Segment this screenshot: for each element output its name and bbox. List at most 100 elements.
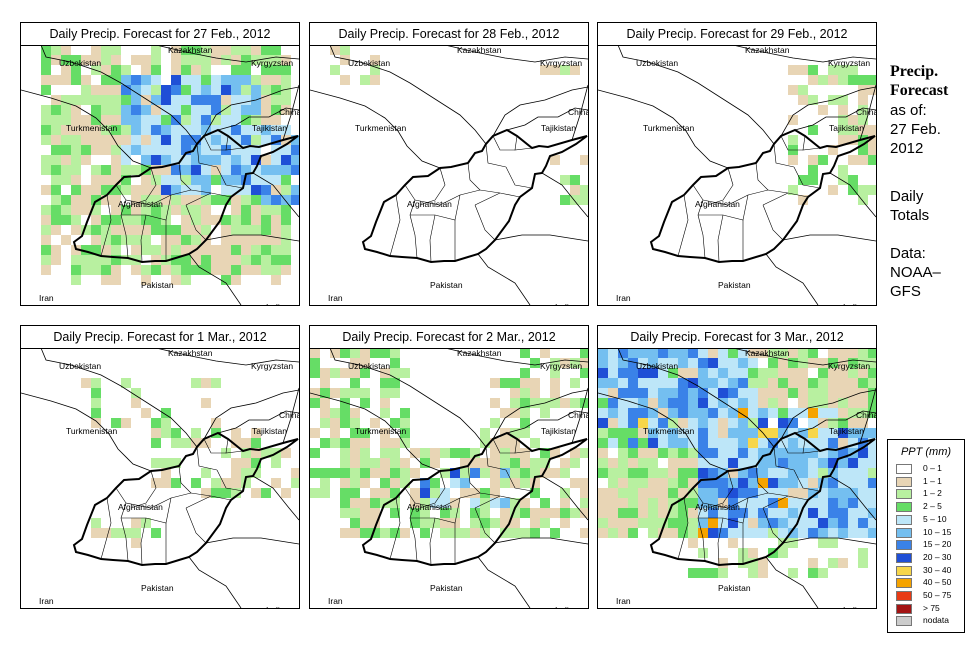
legend-label: 10 – 15: [923, 526, 952, 537]
precip-cell: [688, 418, 698, 428]
precip-cell: [510, 498, 520, 508]
afghanistan-border: [361, 431, 588, 567]
precip-cell: [838, 368, 848, 378]
precip-cell: [808, 518, 818, 528]
province-boundary: [474, 204, 496, 241]
precip-cell: [221, 255, 231, 265]
precip-cell: [798, 398, 808, 408]
legend-item: 30 – 40: [896, 565, 966, 577]
precip-cell: [450, 468, 460, 478]
data-line3: GFS: [890, 283, 921, 300]
province-boundary: [514, 135, 533, 151]
precip-cell: [191, 85, 201, 95]
precip-cell: [360, 478, 370, 488]
precip-cell: [390, 448, 400, 458]
precip-cell: [71, 225, 81, 235]
precip-cell: [101, 75, 111, 85]
precip-cell: [598, 368, 608, 378]
data-line1: Data:: [890, 245, 926, 262]
precip-cell: [768, 518, 778, 528]
precip-cell: [231, 175, 241, 185]
precip-cell: [688, 368, 698, 378]
precip-cell: [628, 498, 638, 508]
precip-cell: [221, 165, 231, 175]
precip-cell: [778, 358, 788, 368]
precip-cell: [320, 468, 330, 478]
precip-cell: [580, 358, 588, 368]
precip-cell: [231, 185, 241, 195]
precip-cell: [748, 468, 758, 478]
precip-cell: [211, 255, 221, 265]
country-label-turkmenistan: Turkmenistan: [355, 123, 406, 133]
precip-cell: [221, 245, 231, 255]
precip-cell: [201, 145, 211, 155]
precip-cell: [608, 438, 618, 448]
precip-cell: [808, 558, 818, 568]
country-label-tajikistan: Tajikistan: [541, 123, 576, 133]
country-boundary: [205, 537, 299, 545]
precip-cell: [798, 458, 808, 468]
precip-cell: [598, 378, 608, 388]
precip-cell: [61, 125, 71, 135]
precip-cell: [748, 488, 758, 498]
precip-cell: [350, 498, 360, 508]
precip-cell: [550, 155, 560, 165]
precip-cell: [271, 125, 281, 135]
precip-cell: [121, 378, 131, 388]
precip-cell: [808, 125, 818, 135]
precip-cell: [241, 245, 251, 255]
precip-cell: [400, 468, 410, 478]
precip-cell: [520, 528, 530, 538]
precip-cell: [370, 528, 380, 538]
precip-cell: [420, 508, 430, 518]
precip-cell: [608, 488, 618, 498]
precip-cell: [698, 418, 708, 428]
precip-cell: [420, 478, 430, 488]
precip-cell: [271, 175, 281, 185]
afghanistan-border: [649, 128, 876, 264]
precip-cell: [101, 195, 111, 205]
data-line2: NOAA–: [890, 264, 941, 281]
country-label-turkmenistan: Turkmenistan: [66, 426, 117, 436]
precip-cell: [410, 508, 420, 518]
precip-cell: [360, 498, 370, 508]
precip-cell: [191, 45, 201, 55]
country-boundary: [155, 45, 299, 63]
country-label-kazakhstan: Kazakhstan: [457, 348, 502, 358]
precip-cell: [51, 45, 61, 55]
precip-cell: [808, 528, 818, 538]
precip-cell: [231, 265, 241, 275]
precip-cell: [580, 508, 588, 518]
precip-cell: [500, 478, 510, 488]
country-boundary: [252, 172, 299, 218]
precip-cell: [251, 255, 261, 265]
country-boundary: [506, 107, 588, 131]
precip-cell: [390, 368, 400, 378]
country-boundary: [780, 86, 876, 137]
precip-cell: [708, 358, 718, 368]
precip-cell: [868, 378, 876, 388]
precip-cell: [818, 368, 828, 378]
precip-cell: [728, 368, 738, 378]
precip-cell: [868, 348, 876, 358]
country-label-afghanistan: Afghanistan: [695, 502, 740, 512]
precip-cell: [678, 368, 688, 378]
precip-cell: [241, 175, 251, 185]
precip-cell: [151, 428, 161, 438]
precip-cell: [91, 165, 101, 175]
precip-cell: [540, 508, 550, 518]
precip-cell: [858, 145, 868, 155]
precip-cell: [141, 235, 151, 245]
country-label-uzbekistan: Uzbekistan: [59, 361, 101, 371]
precip-cell: [530, 488, 540, 498]
precip-cell: [231, 478, 241, 488]
precip-cell: [788, 378, 798, 388]
precip-cell: [698, 458, 708, 468]
precip-cell: [848, 65, 858, 75]
precip-cell: [808, 438, 818, 448]
precip-cell: [91, 398, 101, 408]
precip-cell: [151, 478, 161, 488]
precip-cell: [111, 528, 121, 538]
precip-cell: [251, 85, 261, 95]
precip-cell: [171, 125, 181, 135]
